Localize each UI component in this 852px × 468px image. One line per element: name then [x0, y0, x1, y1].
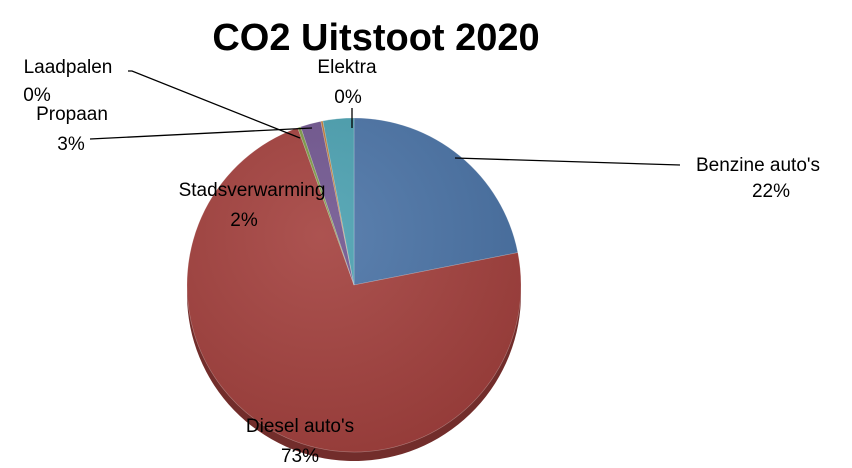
- label-diesel-pct: 73%: [281, 446, 319, 467]
- label-propaan-pct: 3%: [57, 134, 85, 155]
- leader-lines: [89, 70, 681, 166]
- pie-slices: [186, 117, 522, 453]
- label-diesel-name: Diesel auto's: [246, 416, 354, 437]
- label-stadsverwarming-name: Stadsverwarming: [179, 180, 326, 201]
- leader-line-benzine: [454, 157, 681, 166]
- chart-title: CO2 Uitstoot 2020: [212, 17, 539, 59]
- leader-line-laadpalen: [128, 70, 301, 139]
- label-elektra-pct: 0%: [334, 87, 362, 108]
- label-benzine-name: Benzine auto's: [696, 155, 820, 176]
- label-laadpalen-name: Laadpalen: [24, 57, 113, 78]
- label-stadsverwarming-pct: 2%: [230, 210, 258, 231]
- label-laadpalen-pct: 0%: [23, 85, 51, 106]
- leader-line-propaan: [89, 127, 313, 140]
- label-benzine-pct: 22%: [752, 181, 790, 202]
- label-elektra-name: Elektra: [317, 57, 377, 78]
- data-labels: Benzine auto's 22% Diesel auto's 73% Sta…: [23, 57, 820, 467]
- label-propaan-name: Propaan: [36, 104, 108, 125]
